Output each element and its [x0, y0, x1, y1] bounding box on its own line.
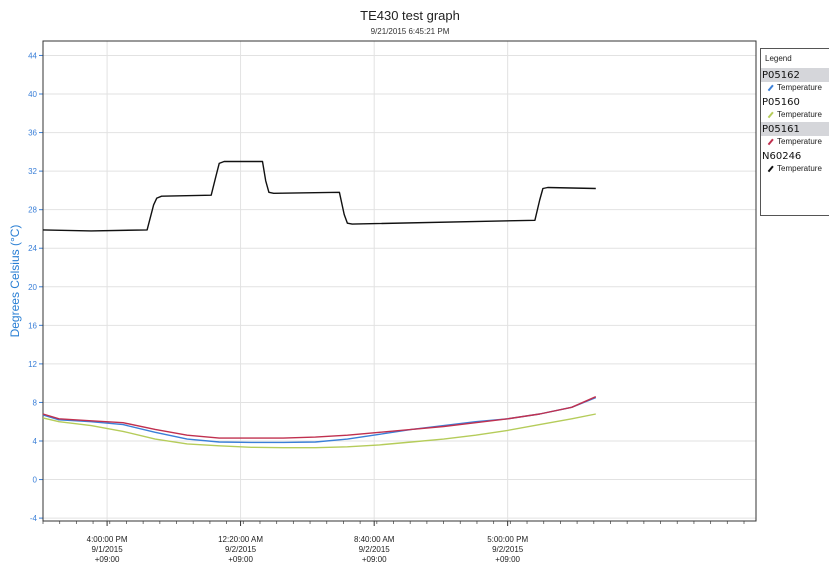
legend-series-name[interactable]: P05160: [762, 97, 800, 108]
legend-entry[interactable]: Temperature: [761, 136, 829, 149]
y-tick-label: 44: [28, 51, 37, 60]
legend-title: Legend: [765, 54, 792, 63]
line-swatch-icon: [767, 111, 774, 119]
y-tick-label: 32: [28, 167, 37, 176]
chart-subtitle: 9/21/2015 6:45:21 PM: [370, 27, 450, 36]
x-tick-label: 9/2/2015: [359, 545, 391, 554]
x-tick-label: 4:00:00 PM: [87, 535, 128, 544]
x-tick-label: +09:00: [228, 555, 253, 564]
line-swatch-icon: [767, 138, 774, 146]
x-tick-label: 9/2/2015: [492, 545, 524, 554]
y-tick-label: 0: [33, 476, 38, 485]
legend-series-name[interactable]: N60246: [762, 151, 802, 162]
y-tick-label: 20: [28, 283, 37, 292]
y-tick-label: 12: [28, 360, 37, 369]
x-tick-label: +09:00: [362, 555, 387, 564]
y-tick-label: 16: [28, 321, 37, 330]
x-tick-label: 9/2/2015: [225, 545, 257, 554]
y-tick-label: 24: [28, 244, 37, 253]
legend: Legend P05162 Temperature P05160 Tempera…: [760, 48, 829, 216]
legend-entry[interactable]: Temperature: [761, 163, 829, 176]
plot-frame: [42, 40, 757, 522]
series-line-N60246: [42, 160, 596, 232]
x-tick-label: 8:40:00 AM: [354, 535, 395, 544]
legend-series-name[interactable]: P05162: [761, 68, 829, 82]
y-tick-label: -4: [30, 514, 38, 523]
y-tick-label: 36: [28, 129, 37, 138]
legend-series-name[interactable]: P05161: [761, 122, 829, 136]
series-line-P05161: [42, 396, 597, 439]
y-axis-label: Degrees Celsius (°C): [8, 225, 22, 338]
chart-title: TE430 test graph: [360, 8, 460, 23]
legend-entry[interactable]: Temperature: [761, 109, 829, 122]
series-line-P05160: [42, 413, 596, 449]
x-tick-label: 12:20:00 AM: [218, 535, 263, 544]
x-tick-label: 9/1/2015: [92, 545, 124, 554]
y-tick-label: 40: [28, 90, 37, 99]
line-swatch-icon: [767, 84, 774, 92]
y-tick-label: 4: [33, 437, 38, 446]
y-tick-label: 8: [33, 398, 38, 407]
x-tick-label: +09:00: [495, 555, 520, 564]
x-tick-label: +09:00: [95, 555, 120, 564]
line-swatch-icon: [767, 165, 774, 173]
legend-entry[interactable]: Temperature: [761, 82, 829, 95]
y-tick-label: 28: [28, 206, 37, 215]
series-line-P05162: [42, 396, 597, 444]
x-tick-label: 5:00:00 PM: [487, 535, 528, 544]
